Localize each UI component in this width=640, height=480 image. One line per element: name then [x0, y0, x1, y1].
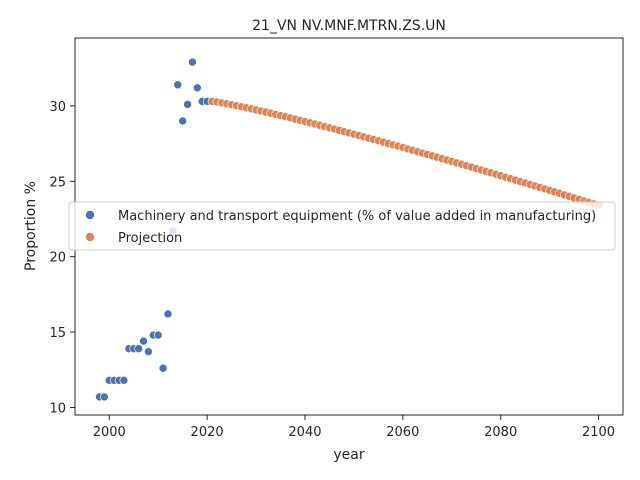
- data-point-historical: [134, 344, 143, 353]
- legend-label: Machinery and transport equipment (% of …: [118, 209, 596, 224]
- data-point-historical: [139, 336, 148, 346]
- y-tick-label: 15: [49, 326, 66, 341]
- data-point-historical: [188, 57, 197, 67]
- data-point-historical: [163, 309, 173, 319]
- x-axis-label: year: [333, 447, 364, 463]
- y-tick-label: 25: [49, 175, 66, 190]
- legend: Machinery and transport equipment (% of …: [68, 201, 616, 251]
- y-tick-label: 30: [49, 100, 66, 115]
- x-tick-label: 2020: [191, 425, 224, 440]
- legend-marker: [85, 210, 95, 220]
- x-tick-label: 2040: [288, 425, 321, 440]
- data-point-historical: [173, 80, 183, 90]
- data-point-historical: [153, 330, 163, 340]
- y-axis-label: Proportion %: [23, 181, 39, 271]
- x-tick-label: 2100: [582, 425, 615, 440]
- legend-box: [68, 201, 616, 251]
- data-point-historical: [183, 100, 192, 109]
- data-point-historical: [158, 363, 168, 373]
- data-point-historical: [100, 392, 109, 402]
- legend-marker: [85, 232, 95, 242]
- x-axis-ticks: 2000 2020 2040 2060 2080 2100: [93, 415, 615, 440]
- data-point-historical: [119, 376, 129, 385]
- x-tick-label: 2060: [386, 425, 419, 440]
- y-axis-ticks: 10 15 20 25 30: [49, 100, 75, 416]
- x-tick-label: 2000: [93, 425, 126, 440]
- legend-label: Projection: [118, 231, 182, 246]
- chart-title: 21_VN NV.MNF.MTRN.ZS.UN: [252, 18, 446, 34]
- data-point-historical: [144, 347, 153, 356]
- data-point-historical: [178, 116, 187, 126]
- x-tick-label: 2080: [484, 425, 517, 440]
- y-tick-label: 20: [49, 251, 66, 266]
- y-tick-label: 10: [49, 401, 66, 416]
- data-point-historical: [193, 83, 202, 93]
